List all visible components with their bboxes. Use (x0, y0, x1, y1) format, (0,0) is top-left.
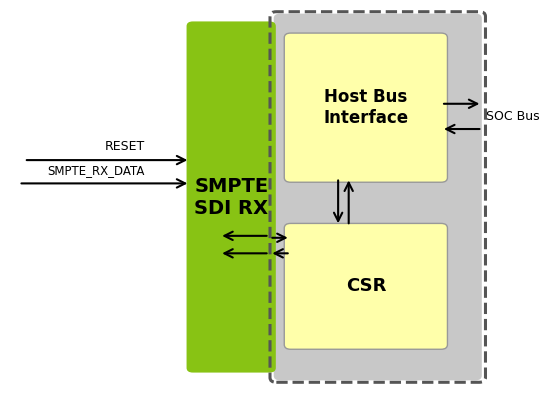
Text: SMPTE_RX_DATA: SMPTE_RX_DATA (47, 164, 144, 177)
Text: SMPTE
SDI RX: SMPTE SDI RX (194, 177, 268, 217)
Text: SOC Bus: SOC Bus (486, 110, 539, 123)
Text: Host Bus
Interface: Host Bus Interface (323, 88, 408, 127)
Text: CSR: CSR (345, 277, 386, 296)
FancyBboxPatch shape (284, 33, 447, 182)
FancyBboxPatch shape (284, 223, 447, 349)
FancyBboxPatch shape (274, 14, 482, 380)
FancyBboxPatch shape (187, 21, 276, 373)
Text: RESET: RESET (105, 141, 145, 154)
